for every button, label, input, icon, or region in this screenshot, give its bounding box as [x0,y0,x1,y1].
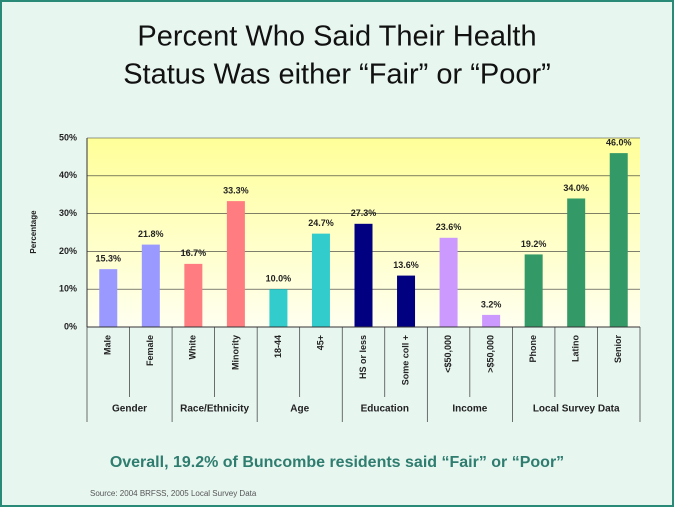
x-tick-label: HS or less [358,335,368,379]
group-label: Age [290,404,309,415]
value-label: 10.0% [266,274,292,284]
bar [482,314,501,327]
value-label: 34.0% [563,183,589,193]
chart-title: Percent Who Said Their Health [137,21,536,53]
y-axis-label: Percentage [29,210,38,254]
value-label: 24.7% [308,218,334,228]
x-tick-label: <$50,000 [443,335,453,373]
bar [184,263,203,327]
summary: Overall, 19.2% of Buncombe residents sai… [110,454,564,471]
bar [269,289,288,327]
value-label: 21.8% [138,229,164,239]
bar [226,201,245,327]
x-tick-label: Minority [230,335,240,370]
bar [439,237,458,327]
group-label: Gender [112,404,147,415]
y-tick-label: 30% [59,208,77,218]
x-tick-label: Female [145,335,155,366]
y-tick-label: 20% [59,246,77,256]
y-tick-label: 50% [59,132,77,142]
bar [397,275,416,327]
value-label: 33.3% [223,186,249,196]
group-label: Local Survey Data [533,404,620,415]
y-tick-label: 0% [64,321,77,331]
group-label: Race/Ethnicity [180,404,249,415]
x-tick-label: >$50,000 [485,335,495,373]
x-tick-label: Latino [571,335,581,362]
group-label: Education [361,404,409,415]
bar [524,254,543,327]
bar [141,244,160,327]
x-tick-label: 18-44 [273,335,283,358]
value-label: 3.2% [481,299,502,309]
value-label: 23.6% [436,222,462,232]
x-tick-label: Male [103,335,113,355]
value-label: 13.6% [393,260,419,270]
y-tick-label: 40% [59,170,77,180]
x-tick-label: Senior [613,335,623,364]
value-label: 15.3% [96,254,122,264]
group-label: Income [452,404,487,415]
source: Source: 2004 BRFSS, 2005 Local Survey Da… [90,489,257,498]
value-label: 27.3% [351,208,377,218]
chart-title: Status Was either “Fair” or “Poor” [123,59,551,91]
value-label: 19.2% [521,239,547,249]
value-label: 16.7% [181,248,207,258]
x-tick-label: White [188,335,198,360]
value-label: 46.0% [606,137,632,147]
x-tick-label: Phone [528,335,538,363]
bar [99,269,118,327]
y-tick-label: 10% [59,284,77,294]
bar [567,198,586,327]
bar [609,153,628,327]
bar [311,233,330,327]
bar [354,223,373,327]
x-tick-label: 45+ [315,335,325,350]
x-tick-label: Some coll + [400,335,410,385]
